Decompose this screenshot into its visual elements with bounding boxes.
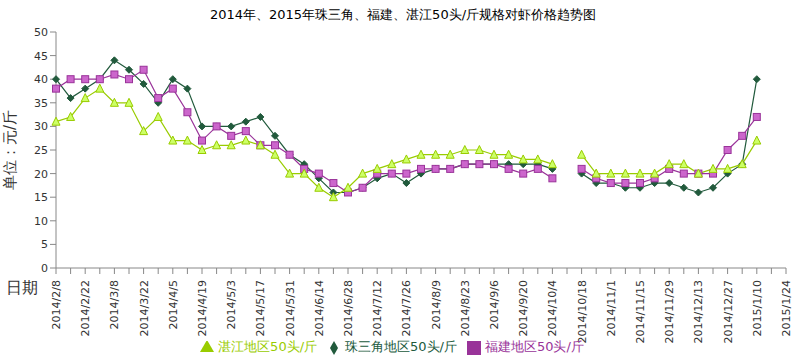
svg-text:2014/11/1: 2014/11/1 — [605, 280, 618, 336]
svg-text:2014/11/15: 2014/11/15 — [634, 280, 647, 343]
html-text:2014年、2015年珠三角、福建、湛江50头/斤规格对虾价: 2014年、2015年珠三角、福建、湛江50头/斤规格对虾价格趋势图 — [210, 7, 596, 22]
svg-text:2014/4/19: 2014/4/19 — [196, 280, 209, 336]
svg-text:2014/5/31: 2014/5/31 — [284, 280, 297, 336]
svg-text:5: 5 — [41, 238, 48, 251]
svg-text:35: 35 — [34, 97, 48, 110]
svg-text:10: 10 — [34, 215, 48, 228]
svg-text:2014/3/8: 2014/3/8 — [108, 280, 121, 329]
svg-text:2014/6/14: 2014/6/14 — [313, 280, 326, 336]
svg-text:2015/1/10: 2015/1/10 — [751, 280, 764, 336]
svg-text:2014/12/27: 2014/12/27 — [722, 280, 735, 343]
svg-text:2014/3/22: 2014/3/22 — [138, 280, 151, 336]
svg-text:2014/8/9: 2014/8/9 — [430, 280, 443, 329]
svg-text:2014/9/20: 2014/9/20 — [517, 280, 530, 336]
svg-text:45: 45 — [34, 50, 48, 63]
html-text:珠三角地区50头/斤: 珠三角地区50头/斤 — [345, 339, 457, 354]
svg-text:30: 30 — [34, 120, 48, 133]
svg-text:2014/5/17: 2014/5/17 — [254, 280, 267, 336]
svg-text:2014/12/13: 2014/12/13 — [692, 280, 705, 343]
html-text:福建地区50头/斤: 福建地区50头/斤 — [485, 339, 584, 354]
svg-text:单位：元/斤: 单位：元/斤 — [1, 110, 19, 190]
svg-text:2014/10/18: 2014/10/18 — [576, 280, 589, 343]
svg-text:15: 15 — [34, 191, 48, 204]
svg-text:40: 40 — [34, 73, 48, 86]
svg-text:50: 50 — [34, 26, 48, 39]
html-text:湛江地区50头/斤: 湛江地区50头/斤 — [218, 339, 317, 354]
svg-text:25: 25 — [34, 144, 48, 157]
svg-text:2014/9/6: 2014/9/6 — [488, 280, 501, 329]
svg-text:20: 20 — [34, 168, 48, 181]
svg-text:2014/11/29: 2014/11/29 — [663, 280, 676, 343]
svg-text:2014/2/22: 2014/2/22 — [79, 280, 92, 336]
svg-text:2014/5/3: 2014/5/3 — [225, 280, 238, 329]
svg-text:2014/10/4: 2014/10/4 — [546, 280, 559, 336]
svg-text:2014/6/28: 2014/6/28 — [342, 280, 355, 336]
svg-text:2014/7/26: 2014/7/26 — [400, 280, 413, 336]
svg-text:2015/1/24: 2015/1/24 — [780, 280, 793, 336]
svg-text:2014/8/23: 2014/8/23 — [459, 280, 472, 336]
svg-text:2014/2/8: 2014/2/8 — [50, 280, 63, 329]
html-text:日期: 日期 — [6, 278, 38, 297]
svg-text:2014/7/12: 2014/7/12 — [371, 280, 384, 336]
svg-text:0: 0 — [41, 262, 48, 275]
svg-text:2014/4/5: 2014/4/5 — [167, 280, 180, 329]
